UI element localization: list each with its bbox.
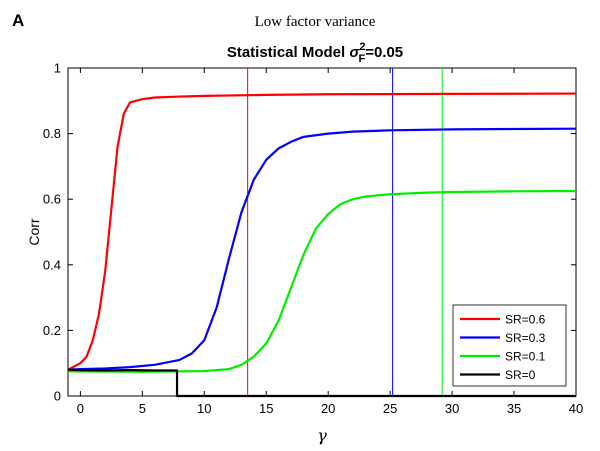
x-tick-label: 5 xyxy=(139,401,146,416)
x-tick-label: 10 xyxy=(197,401,211,416)
y-tick-label: 0.6 xyxy=(43,192,61,207)
series-line xyxy=(68,189,577,373)
x-tick-label: 40 xyxy=(569,401,583,416)
y-tick-label: 0.8 xyxy=(43,126,61,141)
panel-letter: A xyxy=(12,11,24,30)
x-tick-label: 15 xyxy=(259,401,273,416)
series-line xyxy=(67,127,577,371)
legend-label: SR=0.1 xyxy=(505,350,546,364)
x-axis-label: γ xyxy=(317,426,327,445)
legend-label: SR=0.3 xyxy=(505,331,546,345)
x-tick-label: 0 xyxy=(77,401,84,416)
chart-title: Statistical Model σ2 F=0.05 xyxy=(227,41,403,65)
series-line xyxy=(67,92,577,371)
x-tick-label: 30 xyxy=(445,401,459,416)
legend-label: SR=0.6 xyxy=(505,313,546,327)
legend-label: SR=0 xyxy=(505,368,536,382)
y-tick-label: 0 xyxy=(54,389,61,404)
supertitle: Low factor variance xyxy=(255,14,376,30)
y-tick-label: 0.2 xyxy=(43,323,61,338)
x-axis: 0 5 10 15 20 25 30 35 40 xyxy=(77,68,583,416)
plot-area: 0 5 10 15 20 25 30 35 40 0 0.2 0.4 0.6 0.8 1 xyxy=(43,61,583,417)
y-axis: 0 0.2 0.4 0.6 0.8 1 xyxy=(43,61,576,404)
x-tick-label: 25 xyxy=(383,401,397,416)
y-axis-label: Corr xyxy=(26,218,42,246)
y-tick-label: 1 xyxy=(54,61,61,76)
x-tick-label: 20 xyxy=(321,401,335,416)
x-tick-label: 35 xyxy=(507,401,521,416)
vertical-lines xyxy=(247,68,443,396)
legend: SR=0.6 SR=0.3 SR=0.1 SR=0 xyxy=(452,304,567,387)
series-lines xyxy=(67,92,577,398)
series-line xyxy=(67,368,576,398)
y-tick-label: 0.4 xyxy=(43,257,61,272)
